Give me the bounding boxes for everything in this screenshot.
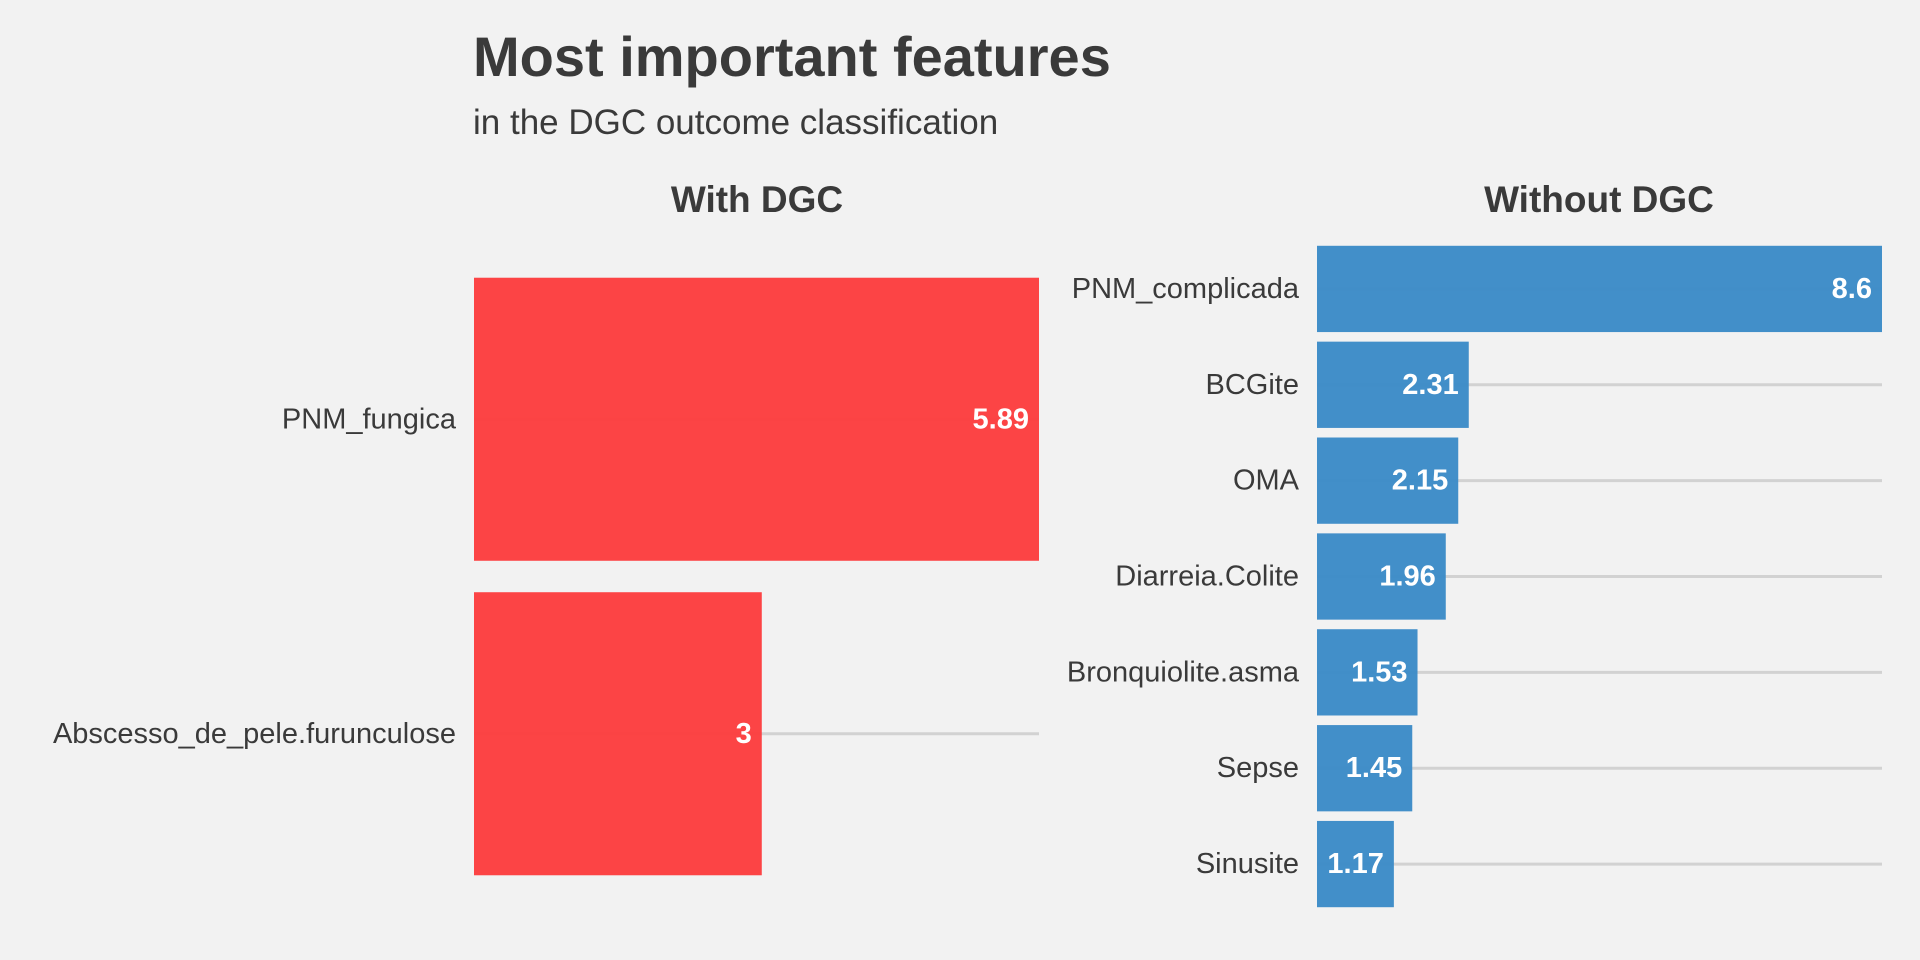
bar	[1317, 533, 1446, 620]
value-label: 1.53	[1351, 656, 1407, 688]
category-label: Sinusite	[1196, 848, 1299, 880]
category-label: BCGite	[1206, 369, 1299, 401]
panel-with-dgc: With DGC PNM_fungica 5.89 Abscesso_de_pele…	[53, 179, 1039, 876]
category-label: Diarreia.Colite	[1115, 561, 1299, 593]
category-label: PNM_complicada	[1072, 273, 1300, 305]
bar	[1317, 437, 1459, 524]
category-label: Sepse	[1217, 752, 1299, 784]
chart-subtitle: in the DGC outcome classification	[473, 103, 999, 142]
value-label: 3	[736, 718, 752, 750]
value-label: 2.31	[1402, 369, 1458, 401]
bar	[1317, 820, 1394, 908]
bar-row: Sinusite 1.17	[1196, 820, 1882, 908]
panel-title-with-dgc: With DGC	[671, 179, 843, 220]
category-label: PNM_fungica	[282, 403, 457, 435]
bar	[1317, 725, 1413, 812]
panel-title-without-dgc: Without DGC	[1484, 179, 1714, 220]
chart-title: Most important features	[473, 25, 1111, 88]
value-label: 1.96	[1379, 561, 1435, 593]
panel-without-dgc: Without DGC PNM_complicada 8.6 BCGite 2.31 O…	[1067, 179, 1882, 908]
bar-row: BCGite 2.31	[1206, 341, 1882, 428]
bar-row: OMA 2.15	[1233, 437, 1882, 524]
bar-row: Sepse 1.45	[1217, 725, 1882, 812]
category-label: Bronquiolite.asma	[1067, 656, 1300, 688]
value-label: 2.15	[1392, 465, 1448, 497]
bar	[474, 592, 762, 876]
value-label: 5.89	[973, 403, 1029, 435]
value-label: 1.45	[1346, 752, 1402, 784]
value-label: 8.6	[1832, 273, 1872, 305]
bar	[474, 277, 1039, 561]
bar	[1317, 341, 1469, 428]
value-label: 1.17	[1327, 848, 1383, 880]
bar-row: Abscesso_de_pele.furunculose 3	[53, 592, 1039, 876]
category-label: OMA	[1233, 465, 1300, 497]
bar	[1317, 629, 1418, 716]
bar-row: Bronquiolite.asma 1.53	[1067, 629, 1882, 716]
bar-row: Diarreia.Colite 1.96	[1115, 533, 1882, 620]
category-label: Abscesso_de_pele.furunculose	[53, 718, 456, 750]
bar-row: PNM_fungica 5.89	[282, 277, 1039, 561]
bar-row: PNM_complicada 8.6	[1072, 245, 1882, 333]
bar	[1317, 245, 1882, 333]
